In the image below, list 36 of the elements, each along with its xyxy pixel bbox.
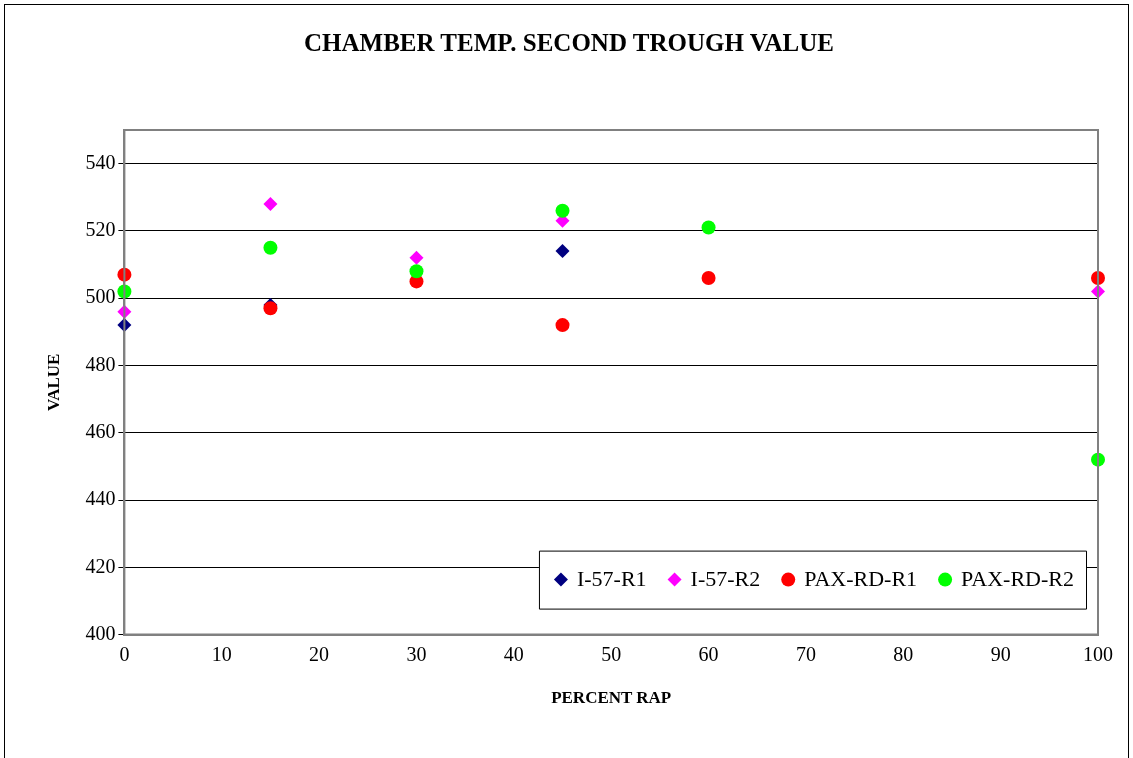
x-tick-label: 30 xyxy=(406,642,427,665)
point xyxy=(701,220,716,235)
x-axis-title: PERCENT RAP xyxy=(551,688,672,708)
legend-label: PAX-RD-R1 xyxy=(804,566,918,592)
point xyxy=(555,203,570,218)
y-axis-title: VALUE xyxy=(43,353,63,411)
y-tick-label: 540 xyxy=(85,150,116,173)
point xyxy=(409,264,424,279)
x-tick-label: 0 xyxy=(119,642,130,665)
point xyxy=(263,301,278,316)
y-tick-label: 420 xyxy=(85,554,116,577)
y-tick-label: 520 xyxy=(85,218,116,241)
point xyxy=(701,271,716,286)
x-tick-label: 90 xyxy=(990,642,1011,665)
y-tick-label: 500 xyxy=(85,285,116,308)
x-tick-label: 40 xyxy=(503,642,524,665)
x-tick-label: 70 xyxy=(795,642,816,665)
point xyxy=(263,197,278,212)
x-tick-label: 100 xyxy=(1083,642,1113,665)
legend-label: PAX-RD-R2 xyxy=(961,566,1075,592)
point xyxy=(409,250,424,265)
x-tick-label: 50 xyxy=(601,642,622,665)
y-tick-label: 400 xyxy=(85,621,116,644)
point xyxy=(555,318,570,333)
y-tick-label: 480 xyxy=(85,352,116,375)
x-tick-label: 60 xyxy=(698,642,719,665)
y-tick-label: 460 xyxy=(85,420,116,443)
point xyxy=(555,244,570,259)
point xyxy=(263,240,278,255)
chart-title: CHAMBER TEMP. SECOND TROUGH VALUE xyxy=(304,29,834,57)
y-tick-label: 440 xyxy=(85,487,116,510)
legend-label: I-57-R2 xyxy=(690,566,761,592)
legend-label: I-57-R1 xyxy=(576,566,647,592)
x-tick-label: 20 xyxy=(309,642,330,665)
x-tick-label: 80 xyxy=(893,642,914,665)
x-tick-label: 10 xyxy=(211,642,232,665)
